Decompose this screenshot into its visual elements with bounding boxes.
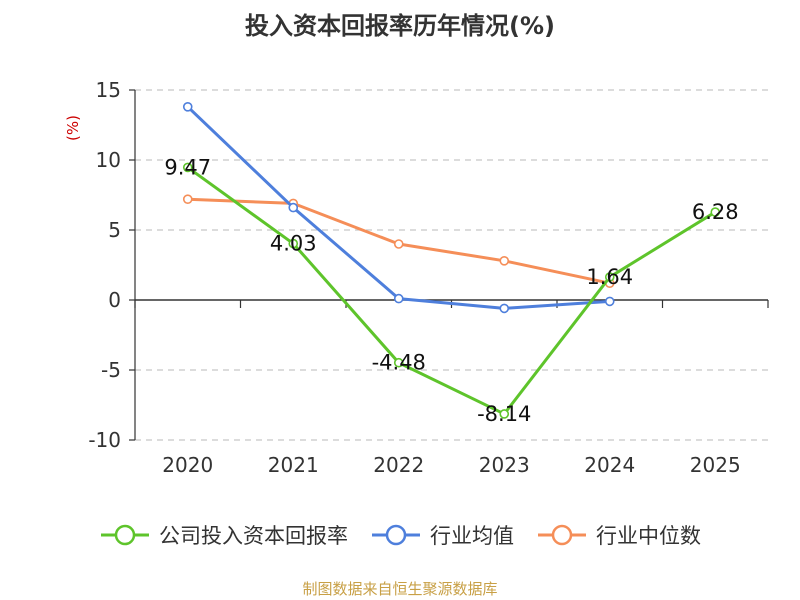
y-axis-label: (%)	[64, 115, 82, 141]
data-point	[182, 194, 193, 204]
y-tick-label: 0	[108, 288, 121, 312]
y-tick-label: -5	[101, 358, 121, 382]
legend-swatch-icon	[538, 524, 586, 546]
data-point	[393, 357, 404, 368]
data-label: 1.64	[586, 265, 633, 289]
data-point	[288, 202, 299, 213]
data-point	[499, 409, 510, 419]
y-tick-label: -10	[88, 428, 121, 452]
x-tick-label: 2025	[690, 453, 741, 477]
y-tick-label: 10	[96, 148, 121, 172]
legend: 公司投入资本回报率 行业均值 行业中位数	[0, 520, 800, 550]
data-point	[499, 303, 510, 314]
legend-item[interactable]: 公司投入资本回报率	[99, 520, 348, 550]
data-point	[182, 162, 193, 173]
data-point	[288, 238, 299, 249]
series-lines	[182, 102, 721, 419]
y-tick-label: 5	[108, 218, 121, 242]
x-tick-label: 2022	[373, 453, 424, 477]
data-point	[710, 207, 721, 217]
legend-item[interactable]: 行业中位数	[536, 520, 701, 550]
legend-label: 行业均值	[430, 524, 514, 548]
data-point	[393, 293, 404, 304]
x-tick-label: 2024	[584, 453, 635, 477]
y-tick-label: 15	[96, 78, 121, 102]
series-line	[186, 105, 610, 310]
legend-swatch-icon	[372, 524, 420, 546]
data-point	[182, 102, 193, 112]
axes: -10 -5 0 5 10 15 2020 2021 2022 2023 2024 2025 (%)	[64, 78, 769, 477]
source-note: 制图数据来自恒生聚源数据库	[302, 580, 498, 598]
data-label: 9.47	[164, 155, 211, 179]
series-line	[186, 166, 717, 416]
x-tick-label: 2021	[268, 453, 319, 477]
data-point	[604, 272, 615, 282]
data-point	[499, 255, 510, 266]
legend-label: 行业中位数	[596, 524, 701, 548]
data-point	[393, 239, 404, 249]
legend-label: 公司投入资本回报率	[159, 524, 348, 548]
legend-item[interactable]: 行业均值	[370, 520, 514, 550]
x-tick-label: 2023	[479, 453, 530, 477]
legend-swatch-icon	[101, 524, 149, 546]
data-label: -8.14	[477, 402, 531, 426]
x-tick-label: 2020	[162, 453, 213, 477]
data-label: 6.28	[692, 200, 739, 224]
data-label: 4.03	[270, 232, 317, 256]
chart-title: 投入资本回报率历年情况(%)	[245, 12, 555, 40]
data-label: -4.48	[372, 351, 426, 375]
data-labels: 9.47 4.03 -4.48 -8.14 1.64 6.28	[164, 155, 738, 426]
data-point	[604, 296, 615, 307]
